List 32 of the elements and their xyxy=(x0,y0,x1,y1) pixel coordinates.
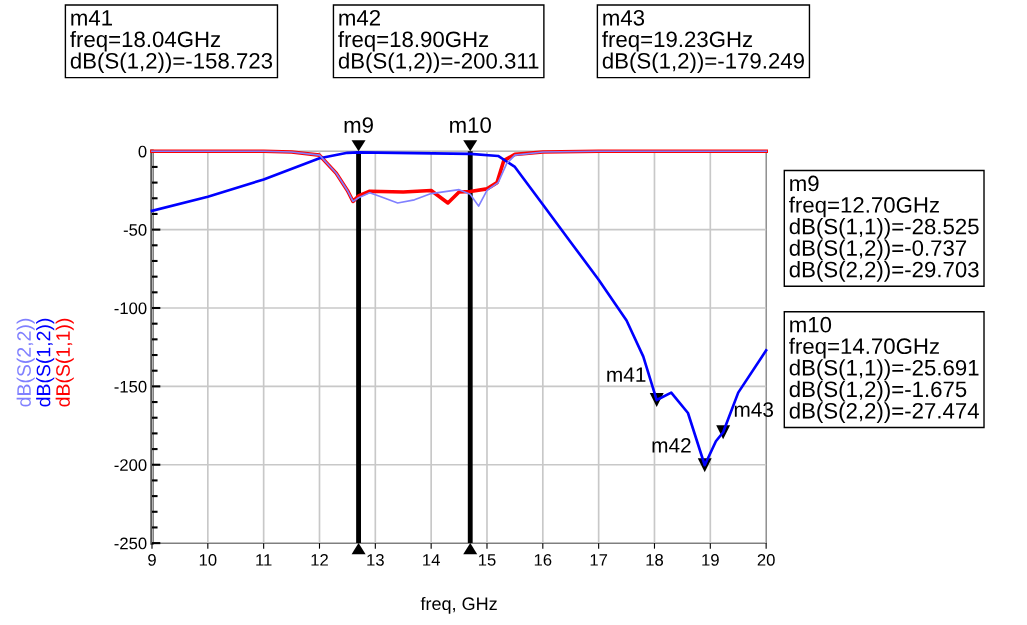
text: m41 freq=18.04GHz dB(S(1,2))=-158.723 xyxy=(70,10,273,74)
x-tick-label: 16 xyxy=(534,553,552,566)
text: m9 freq=12.70GHz dB(S(1,1))=-28.525 dB(S(1,2))=-0.737 dB(S(2,2))=-29.703 xyxy=(789,175,979,282)
text: dB(S(1,2)) xyxy=(36,318,55,407)
y-tick-label: -200 xyxy=(114,459,147,471)
y-tick-label: 0 xyxy=(138,145,147,158)
ref-line-label: m9 xyxy=(344,117,373,133)
x-tick-label: 13 xyxy=(367,553,384,566)
text: dB(S(2,2)) xyxy=(16,318,35,407)
x-axis-title: freq, GHz xyxy=(420,596,497,614)
text: m10 freq=14.70GHz dB(S(1,1))=-25.691 dB(S(1,2))=-1.675 dB(S(2,2))=-27.474 xyxy=(789,316,979,424)
annotation: m42 xyxy=(652,438,691,453)
annotation: m43 xyxy=(734,402,774,417)
x-tick-label: 17 xyxy=(590,554,608,566)
y-tick-label: -250 xyxy=(114,537,147,550)
x-tick-label: 15 xyxy=(478,554,496,566)
y-tick-label: -100 xyxy=(114,302,147,315)
x-tick-label: 14 xyxy=(423,554,440,566)
text: m42 freq=18.90GHz dB(S(1,2))=-200.311 xyxy=(338,9,539,74)
y-tick-label: -50 xyxy=(123,224,147,236)
x-tick-label: 18 xyxy=(646,553,664,566)
text: m43 freq=19.23GHz dB(S(1,2))=-179.249 xyxy=(602,9,804,74)
x-tick-label: 12 xyxy=(311,553,328,566)
x-tick-label: 20 xyxy=(757,553,775,566)
annotation: m41 xyxy=(607,367,646,382)
ref-line-label: m10 xyxy=(450,117,491,133)
x-tick-label: 10 xyxy=(199,553,217,566)
x-tick-label: 9 xyxy=(148,553,156,566)
x-tick-label: 11 xyxy=(256,554,272,566)
x-tick-label: 19 xyxy=(702,553,719,566)
text: dB(S(1,1)) xyxy=(55,318,74,407)
y-tick-label: -150 xyxy=(114,380,147,393)
